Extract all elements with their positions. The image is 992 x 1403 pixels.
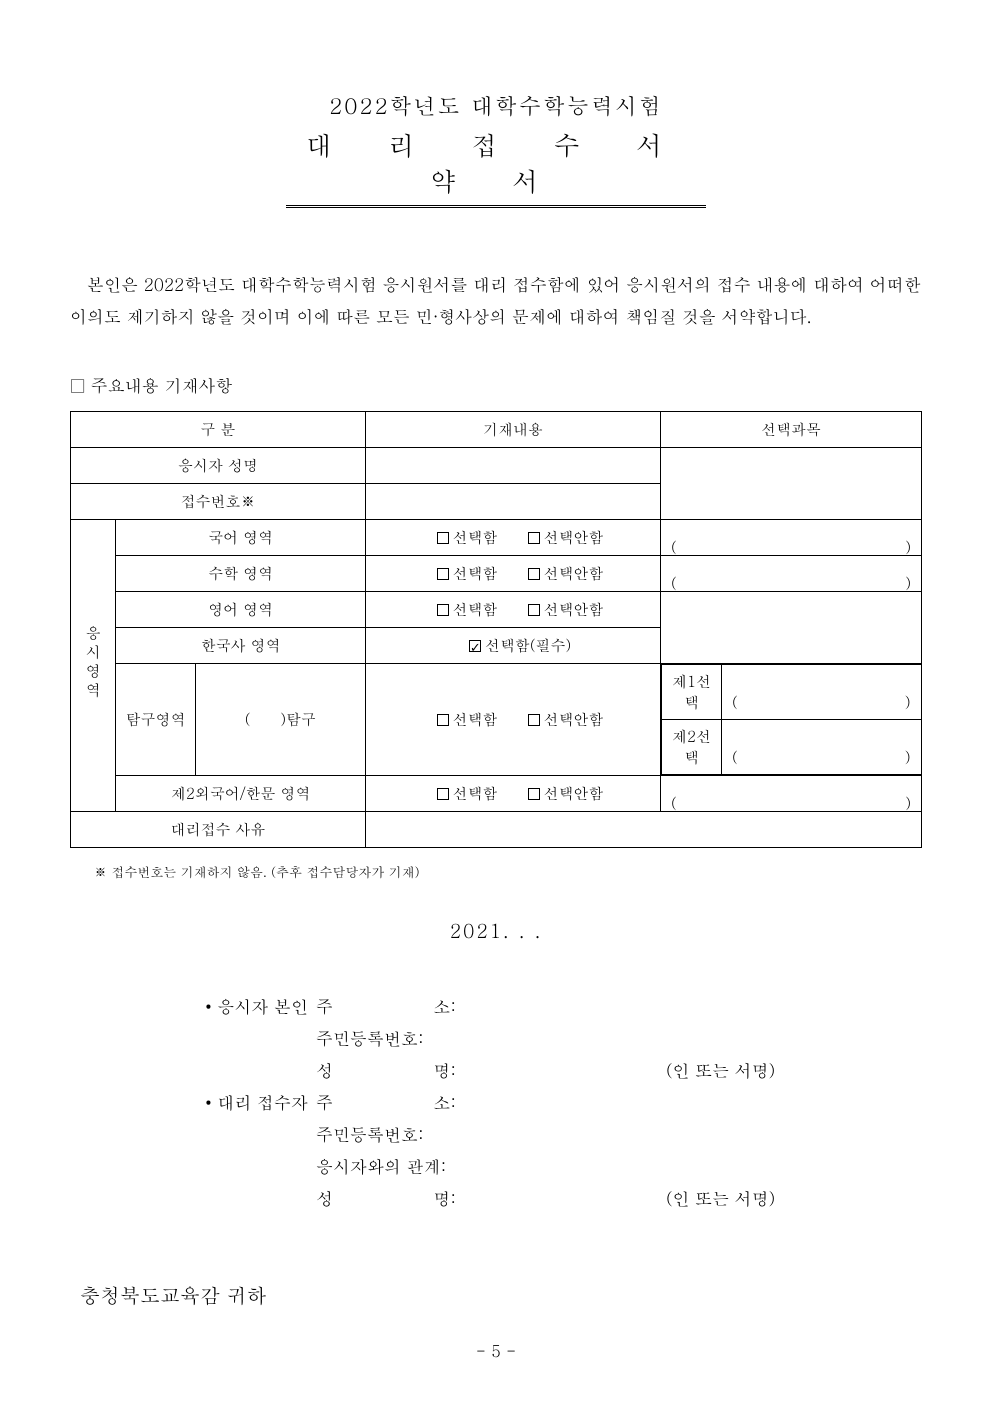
sel2-value[interactable]: () — [722, 719, 921, 774]
row-foreign-opts[interactable]: 선택함 선택안함 — [366, 775, 661, 811]
row-explore-group: 탐구영역 — [116, 663, 195, 775]
row-english-subject — [661, 591, 922, 627]
row-math-subject[interactable]: () — [661, 555, 922, 591]
checkbox-icon[interactable] — [528, 788, 540, 800]
row-history-subject — [661, 627, 922, 663]
row-name-value[interactable] — [366, 447, 661, 483]
row-foreign-label: 제2외국어/한문 영역 — [116, 775, 366, 811]
checkbox-icon[interactable] — [437, 714, 449, 726]
applicant-addr-label: 주소: — [316, 994, 456, 1018]
applicant-rrn-label: 주민등록번호: — [316, 1026, 456, 1050]
checkbox-checked-icon — [469, 640, 481, 652]
checkbox-icon[interactable] — [528, 568, 540, 580]
title-line2: 대 리 접 수 서 약 서 — [286, 127, 706, 208]
row-math-label: 수학 영역 — [116, 555, 366, 591]
signature-block: • 응시자 본인 주소: 주민등록번호: 성명: (인 또는 서명) • 대리 … — [176, 994, 816, 1210]
th-category: 구 분 — [71, 411, 366, 447]
checkbox-icon[interactable] — [528, 604, 540, 616]
row-name-label: 응시자 성명 — [71, 447, 366, 483]
applicant-heading: • 응시자 본인 — [176, 994, 316, 1018]
page: 2022학년도 대학수학능력시험 대 리 접 수 서 약 서 본인은 2022학… — [0, 0, 992, 1403]
row-regno-label: 접수번호※ — [71, 483, 366, 519]
row-regno-value[interactable] — [366, 483, 661, 519]
checkbox-icon[interactable] — [437, 788, 449, 800]
sel2-label: 제2선택 — [662, 719, 722, 774]
page-number: - 5 - — [70, 1339, 922, 1362]
footnote: ※ 접수번호는 기재하지 않음. (추후 접수담당자가 기재) — [94, 862, 922, 881]
checkbox-icon[interactable] — [437, 568, 449, 580]
row-reason-value[interactable] — [366, 811, 922, 847]
row-reason-label: 대리접수 사유 — [71, 811, 366, 847]
row-korean-opts[interactable]: 선택함 선택안함 — [366, 519, 661, 555]
proxy-rrn-label: 주민등록번호: — [316, 1122, 456, 1146]
row-foreign-subject[interactable]: () — [661, 775, 922, 811]
th-subject: 선택과목 — [661, 411, 922, 447]
row-name-subject — [661, 447, 922, 483]
section-label: □ 주요내용 기재사항 — [70, 373, 922, 397]
proxy-name-label: 성명: — [316, 1186, 456, 1210]
oath-paragraph: 본인은 2022학년도 대학수학능력시험 응시원서를 대리 접수함에 있어 응시… — [70, 268, 922, 333]
row-korean-subject[interactable]: () — [661, 519, 922, 555]
checkbox-icon[interactable] — [437, 532, 449, 544]
row-history-opts: 선택함(필수) — [366, 627, 661, 663]
row-history-label: 한국사 영역 — [116, 627, 366, 663]
proxy-sign-label: (인 또는 서명) — [666, 1186, 816, 1210]
title-line1: 2022학년도 대학수학능력시험 — [70, 90, 922, 121]
row-explore-subject: 제1선택 () 제2선택 () — [661, 663, 922, 775]
proxy-heading: • 대리 접수자 — [176, 1090, 316, 1114]
row-korean-label: 국어 영역 — [116, 519, 366, 555]
applicant-sign-label: (인 또는 서명) — [666, 1058, 816, 1082]
sel1-label: 제1선택 — [662, 664, 722, 719]
applicant-name-label: 성명: — [316, 1058, 456, 1082]
th-content: 기재내용 — [366, 411, 661, 447]
checkbox-icon[interactable] — [437, 604, 449, 616]
recipient: 충청북도교육감 귀하 — [80, 1280, 922, 1309]
area-group-label: 응시영역 — [71, 519, 116, 811]
checkbox-icon[interactable] — [528, 532, 540, 544]
date-line: 2021. . . — [70, 917, 922, 944]
checkbox-icon[interactable] — [528, 714, 540, 726]
main-table: 구 분 기재내용 선택과목 응시자 성명 접수번호※ 응시영역 국어 영역 선택… — [70, 411, 922, 848]
proxy-addr-label: 주소: — [316, 1090, 456, 1114]
row-explore-type[interactable]: ( )탐구 — [195, 663, 365, 775]
row-regno-subject — [661, 483, 922, 519]
row-explore-opts[interactable]: 선택함 선택안함 — [366, 663, 661, 775]
row-math-opts[interactable]: 선택함 선택안함 — [366, 555, 661, 591]
sel1-value[interactable]: () — [722, 664, 921, 719]
proxy-rel-label: 응시자와의 관계: — [316, 1154, 456, 1178]
row-english-label: 영어 영역 — [116, 591, 366, 627]
row-english-opts[interactable]: 선택함 선택안함 — [366, 591, 661, 627]
